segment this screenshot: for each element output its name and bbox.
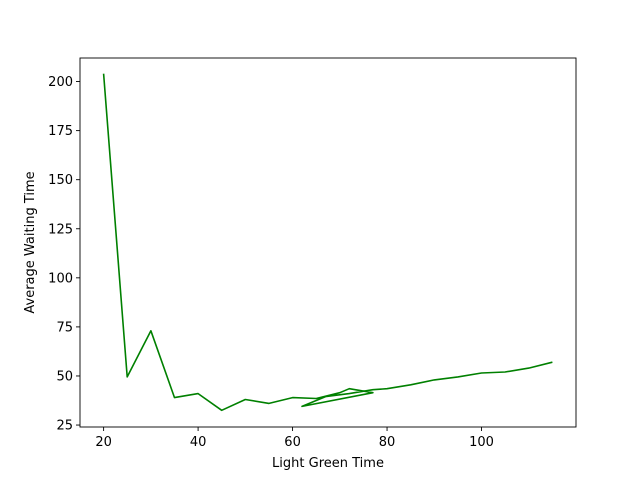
y-tick-label: 150	[48, 173, 73, 188]
y-tick-label: 25	[56, 419, 73, 434]
y-tick-label: 100	[48, 271, 73, 286]
y-tick-label: 200	[48, 75, 73, 90]
y-tick-label: 125	[48, 222, 73, 237]
plot-area	[102, 73, 553, 412]
x-tick-label: 40	[190, 435, 207, 450]
y-tick-label: 75	[56, 320, 73, 335]
axes-frame	[79, 57, 577, 428]
x-tick-label: 20	[95, 435, 112, 450]
y-axis-ticks: 25 50 75 100 125 150 175 200	[48, 75, 80, 434]
series-line	[102, 73, 553, 412]
x-tick-label: 60	[284, 435, 301, 450]
x-tick-label: 80	[379, 435, 396, 450]
y-tick-label: 175	[48, 124, 73, 139]
y-tick-label: 50	[56, 369, 73, 384]
y-axis-label: Average Waiting Time	[23, 171, 38, 313]
x-axis-ticks: 20 40 60 80 100	[95, 427, 494, 450]
x-axis-label: Light Green Time	[272, 456, 384, 471]
x-tick-label: 100	[469, 435, 494, 450]
